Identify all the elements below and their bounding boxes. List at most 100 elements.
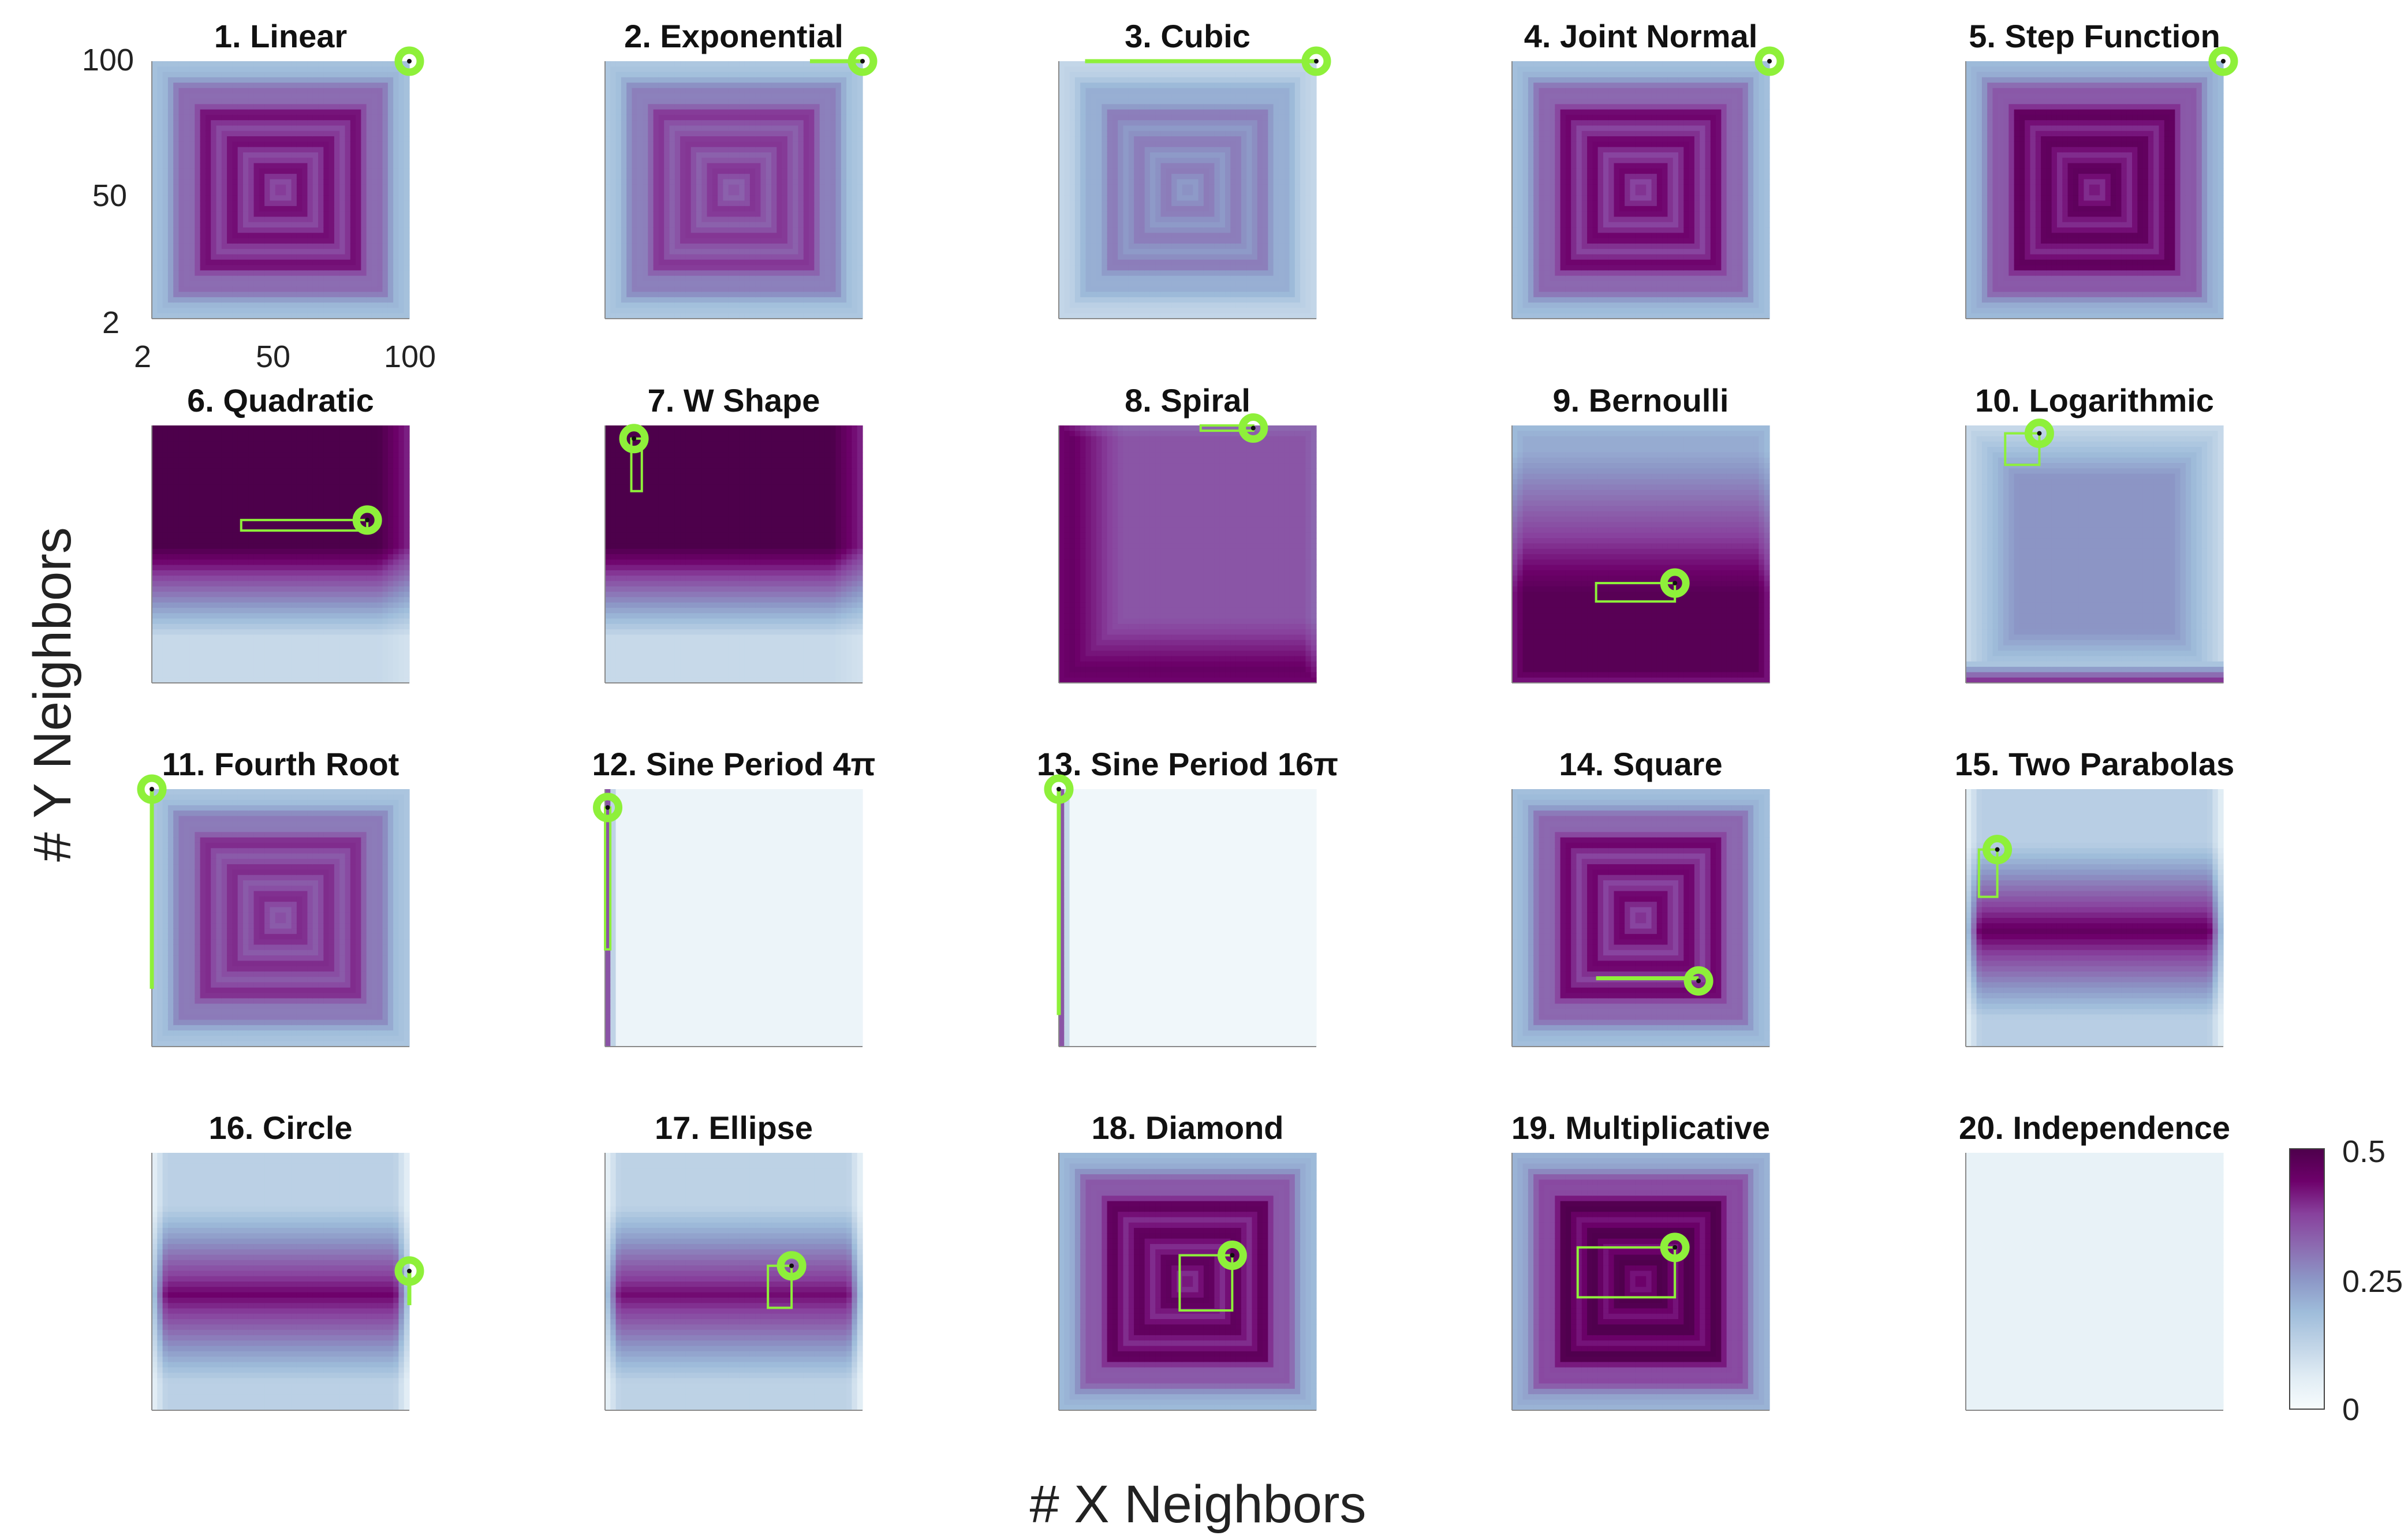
- heatmap-cell: [211, 185, 216, 190]
- heatmap-cell: [404, 136, 410, 142]
- heatmap-cell: [643, 141, 648, 147]
- heatmap-cell: [654, 158, 659, 163]
- heatmap-cell: [648, 270, 654, 276]
- heatmap-cell: [232, 158, 238, 163]
- heatmap-cell: [356, 185, 361, 190]
- heatmap-cell: [632, 222, 637, 228]
- heatmap-cell: [361, 227, 367, 233]
- heatmap-cell: [323, 260, 329, 266]
- heatmap-cell: [654, 297, 659, 303]
- heatmap-cell: [323, 216, 329, 222]
- heatmap-cell: [216, 152, 222, 158]
- heatmap-cell: [313, 131, 319, 137]
- heatmap-cell: [281, 211, 286, 217]
- heatmap-cell: [163, 99, 169, 104]
- heatmap-cell: [626, 227, 632, 233]
- heatmap-cell: [318, 302, 324, 308]
- heatmap-cell: [248, 270, 254, 276]
- heatmap-cell: [383, 115, 389, 121]
- heatmap-cell: [610, 211, 616, 217]
- heatmap-cell: [377, 302, 383, 308]
- heatmap-cell: [275, 238, 281, 244]
- heatmap-cell: [632, 94, 637, 99]
- heatmap-cell: [313, 141, 319, 147]
- heatmap-cell: [206, 136, 211, 142]
- heatmap-cell: [216, 179, 222, 185]
- heatmap-cell: [632, 141, 637, 147]
- heatmap-cell: [254, 99, 260, 104]
- heatmap-cell: [313, 308, 319, 313]
- heatmap-cell: [367, 174, 372, 180]
- heatmap-cell: [152, 249, 158, 255]
- heatmap-cell: [329, 110, 335, 115]
- heatmap-cell: [195, 190, 200, 196]
- heatmap-cell: [292, 77, 297, 83]
- heatmap-cell: [616, 99, 622, 104]
- heatmap-cell: [238, 179, 244, 185]
- heatmap-cell: [189, 169, 195, 174]
- heatmap-cell: [648, 211, 654, 217]
- heatmap-cell: [339, 61, 345, 67]
- heatmap-cell: [238, 185, 244, 190]
- heatmap-cell: [163, 216, 169, 222]
- heatmap-cell: [372, 88, 378, 94]
- heatmap-cell: [675, 169, 681, 174]
- heatmap-cell: [238, 99, 244, 104]
- heatmap-cell: [313, 66, 319, 72]
- heatmap-cell: [637, 308, 643, 313]
- heatmap-cell: [350, 169, 356, 174]
- heatmap-cell: [377, 206, 383, 212]
- heatmap-cell: [350, 141, 356, 147]
- heatmap-cell: [398, 206, 404, 212]
- heatmap-cell: [292, 227, 297, 233]
- heatmap-cell: [361, 249, 367, 255]
- heatmap-cell: [264, 77, 270, 83]
- heatmap-cell: [605, 206, 611, 212]
- heatmap-cell: [259, 195, 265, 201]
- heatmap-cell: [621, 211, 627, 217]
- heatmap-cell: [189, 72, 195, 78]
- heatmap-cell: [200, 141, 206, 147]
- heatmap-cell: [621, 141, 627, 147]
- heatmap-cell: [297, 179, 303, 185]
- heatmap-cell: [254, 185, 260, 190]
- heatmap-cell: [232, 265, 238, 271]
- heatmap-cell: [243, 308, 249, 313]
- heatmap-cell: [637, 238, 643, 244]
- heatmap-cell: [334, 174, 340, 180]
- heatmap-cell: [621, 302, 627, 308]
- heatmap-cell: [211, 141, 216, 147]
- heatmap-cell: [313, 169, 319, 174]
- heatmap-cell: [367, 286, 372, 292]
- heatmap-cell: [292, 195, 297, 201]
- heatmap-cell: [361, 190, 367, 196]
- heatmap-cell: [178, 94, 184, 99]
- heatmap-cell: [286, 206, 292, 212]
- heatmap-cell: [323, 265, 329, 271]
- heatmap-cell: [281, 126, 286, 132]
- heatmap-cell: [173, 115, 179, 121]
- heatmap-cell: [637, 265, 643, 271]
- heatmap-cell: [329, 83, 335, 88]
- heatmap-cell: [270, 131, 275, 137]
- heatmap-cell: [323, 120, 329, 126]
- heatmap-cell: [345, 286, 351, 292]
- heatmap-cell: [286, 260, 292, 266]
- heatmap-cell: [323, 147, 329, 153]
- heatmap-cell: [216, 88, 222, 94]
- heatmap-cell: [345, 158, 351, 163]
- heatmap-cell: [297, 131, 303, 137]
- heatmap-cell: [264, 83, 270, 88]
- heatmap-cell: [643, 163, 648, 169]
- heatmap-cell: [307, 77, 313, 83]
- heatmap-cell: [292, 136, 297, 142]
- heatmap-cell: [248, 88, 254, 94]
- heatmap-cell: [216, 233, 222, 238]
- heatmap-cell: [254, 110, 260, 115]
- heatmap-cell: [200, 61, 206, 67]
- heatmap-cell: [329, 222, 335, 228]
- heatmap-cell: [157, 244, 163, 249]
- heatmap-cell: [232, 83, 238, 88]
- heatmap-cell: [206, 110, 211, 115]
- heatmap-cell: [200, 276, 206, 282]
